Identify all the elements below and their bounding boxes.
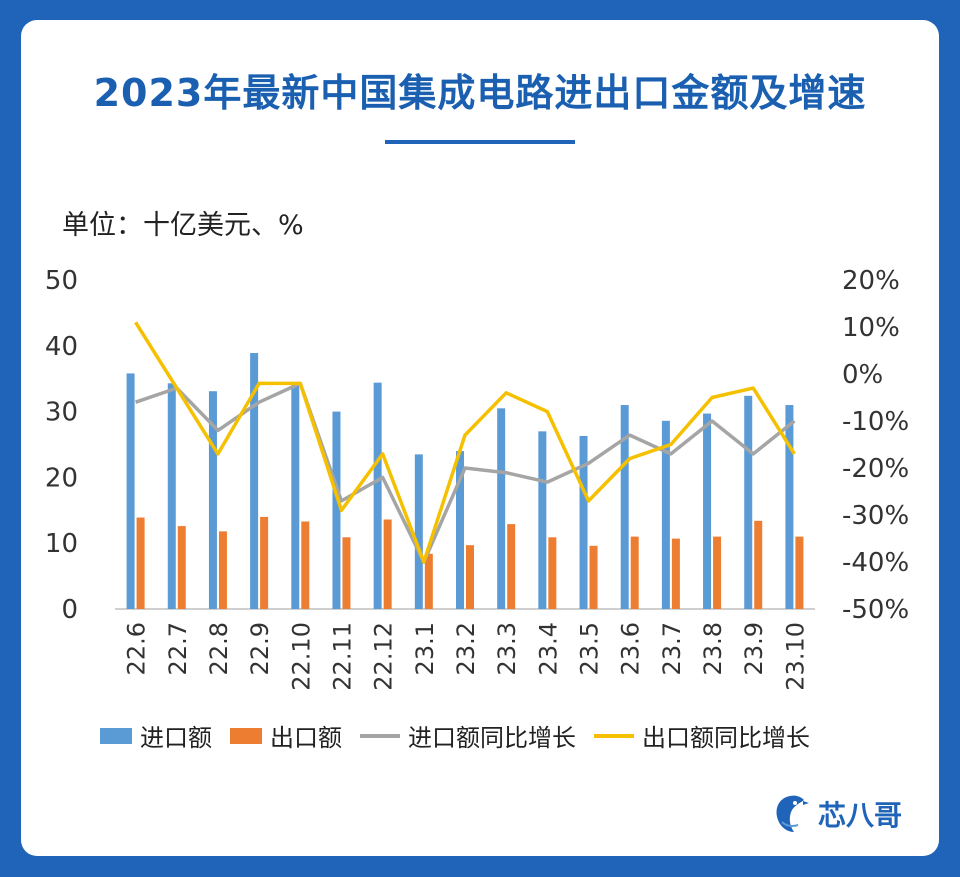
bar-export: [383, 519, 392, 609]
legend-label-import: 进口额: [140, 724, 212, 752]
x-tick-label: 22.12: [370, 622, 398, 691]
bars-layer: [126, 353, 804, 609]
bar-export: [548, 537, 557, 609]
legend-label-import-yoy: 进口额同比增长: [408, 724, 576, 752]
x-tick-label: 22.10: [287, 622, 315, 691]
bar-export: [177, 526, 186, 609]
right-axis: -50% -40% -30% -20% -10% 0% 10% 20%: [842, 266, 909, 625]
bar-import: [291, 385, 300, 609]
legend-label-export-yoy: 出口额同比增长: [642, 724, 810, 752]
bar-import: [497, 408, 506, 609]
x-tick-label: 22.8: [205, 622, 233, 675]
x-tick-label: 23.1: [411, 622, 439, 675]
unit-label: 单位：十亿美元、%: [62, 210, 304, 241]
line-import-yoy: [135, 381, 796, 564]
legend-swatch-import: [100, 727, 132, 744]
x-tick-label: 22.9: [246, 622, 274, 675]
bar-import: [785, 405, 794, 609]
legend-item-export-yoy: 出口额同比增长: [594, 718, 810, 753]
right-tick-label: -20%: [842, 454, 909, 484]
x-tick-label: 22.6: [123, 622, 151, 675]
legend-item-export: 出口额: [230, 718, 342, 753]
page-title: 2023年最新中国集成电路进出口金额及增速: [93, 71, 867, 115]
right-tick-label: -10%: [842, 407, 909, 437]
bar-import: [579, 435, 588, 609]
bar-import: [661, 420, 670, 609]
bar-import: [208, 391, 217, 609]
legend-label-export: 出口额: [270, 724, 342, 752]
bar-import: [620, 405, 629, 609]
right-tick-label: 10%: [842, 313, 900, 343]
title-underline: [385, 140, 575, 144]
x-tick-label: 23.7: [658, 622, 686, 675]
bar-export: [301, 521, 310, 609]
legend-item-import-yoy: 进口额同比增长: [360, 718, 576, 753]
x-axis-labels: 22.6 22.7 22.8 22.9 22.10 22.11 22.12 23.1 23.2 2…: [123, 622, 810, 691]
x-tick-label: 22.7: [164, 622, 192, 675]
x-tick-label: 23.2: [452, 622, 480, 675]
legend-item-import: 进口额: [100, 718, 212, 753]
x-tick-label: 23.9: [740, 622, 768, 675]
bar-import: [538, 431, 547, 609]
bar-import: [250, 353, 259, 609]
right-tick-label: 0%: [842, 360, 883, 390]
bar-export: [136, 517, 145, 609]
x-tick-label: 23.8: [699, 622, 727, 675]
brand-logo: 芯八哥: [770, 792, 902, 836]
bar-import: [414, 454, 423, 609]
x-tick-label: 23.3: [493, 622, 521, 675]
x-tick-label: 23.4: [534, 622, 562, 675]
bar-export: [342, 537, 351, 609]
left-tick-label: 30: [45, 398, 78, 428]
legend-swatch-export-yoy: [594, 733, 634, 738]
left-tick-label: 10: [45, 529, 78, 559]
lines-layer: [134, 321, 796, 564]
bar-export: [589, 545, 598, 609]
bar-import: [126, 373, 135, 609]
bar-export: [795, 536, 804, 609]
bar-export: [671, 538, 680, 609]
right-tick-label: 20%: [842, 266, 900, 296]
bar-import: [167, 383, 176, 609]
legend: 进口额 出口额 进口额同比增长 出口额同比增长: [100, 718, 828, 753]
x-tick-label: 22.11: [328, 622, 356, 691]
bird-logo-icon: [776, 795, 809, 832]
right-tick-label: -40%: [842, 548, 909, 578]
bar-export: [218, 531, 227, 609]
x-tick-label: 23.5: [576, 622, 604, 675]
brand-name: 芯八哥: [818, 799, 903, 832]
left-axis: 0 10 20 30 40 50: [45, 266, 78, 625]
bar-import: [456, 451, 464, 609]
right-tick-label: -30%: [842, 501, 909, 531]
bar-export: [424, 553, 433, 609]
bar-export: [713, 536, 722, 609]
left-tick-label: 20: [45, 463, 78, 493]
line-export-yoy: [134, 321, 796, 564]
x-tick-label: 23.6: [617, 622, 645, 675]
left-tick-label: 0: [61, 595, 78, 625]
legend-swatch-import-yoy: [360, 733, 400, 738]
bar-import: [744, 395, 753, 609]
bar-export: [466, 545, 474, 609]
left-tick-label: 50: [45, 266, 78, 296]
bar-export: [630, 536, 639, 609]
bar-export: [754, 520, 763, 609]
legend-swatch-export: [230, 727, 262, 744]
bar-import: [703, 413, 712, 609]
bar-export: [507, 524, 516, 609]
x-tick-label: 23.10: [781, 622, 809, 691]
left-tick-label: 40: [45, 332, 78, 362]
bar-import: [332, 411, 341, 609]
right-tick-label: -50%: [842, 595, 909, 625]
bar-import: [373, 382, 382, 609]
bar-export: [260, 516, 269, 609]
